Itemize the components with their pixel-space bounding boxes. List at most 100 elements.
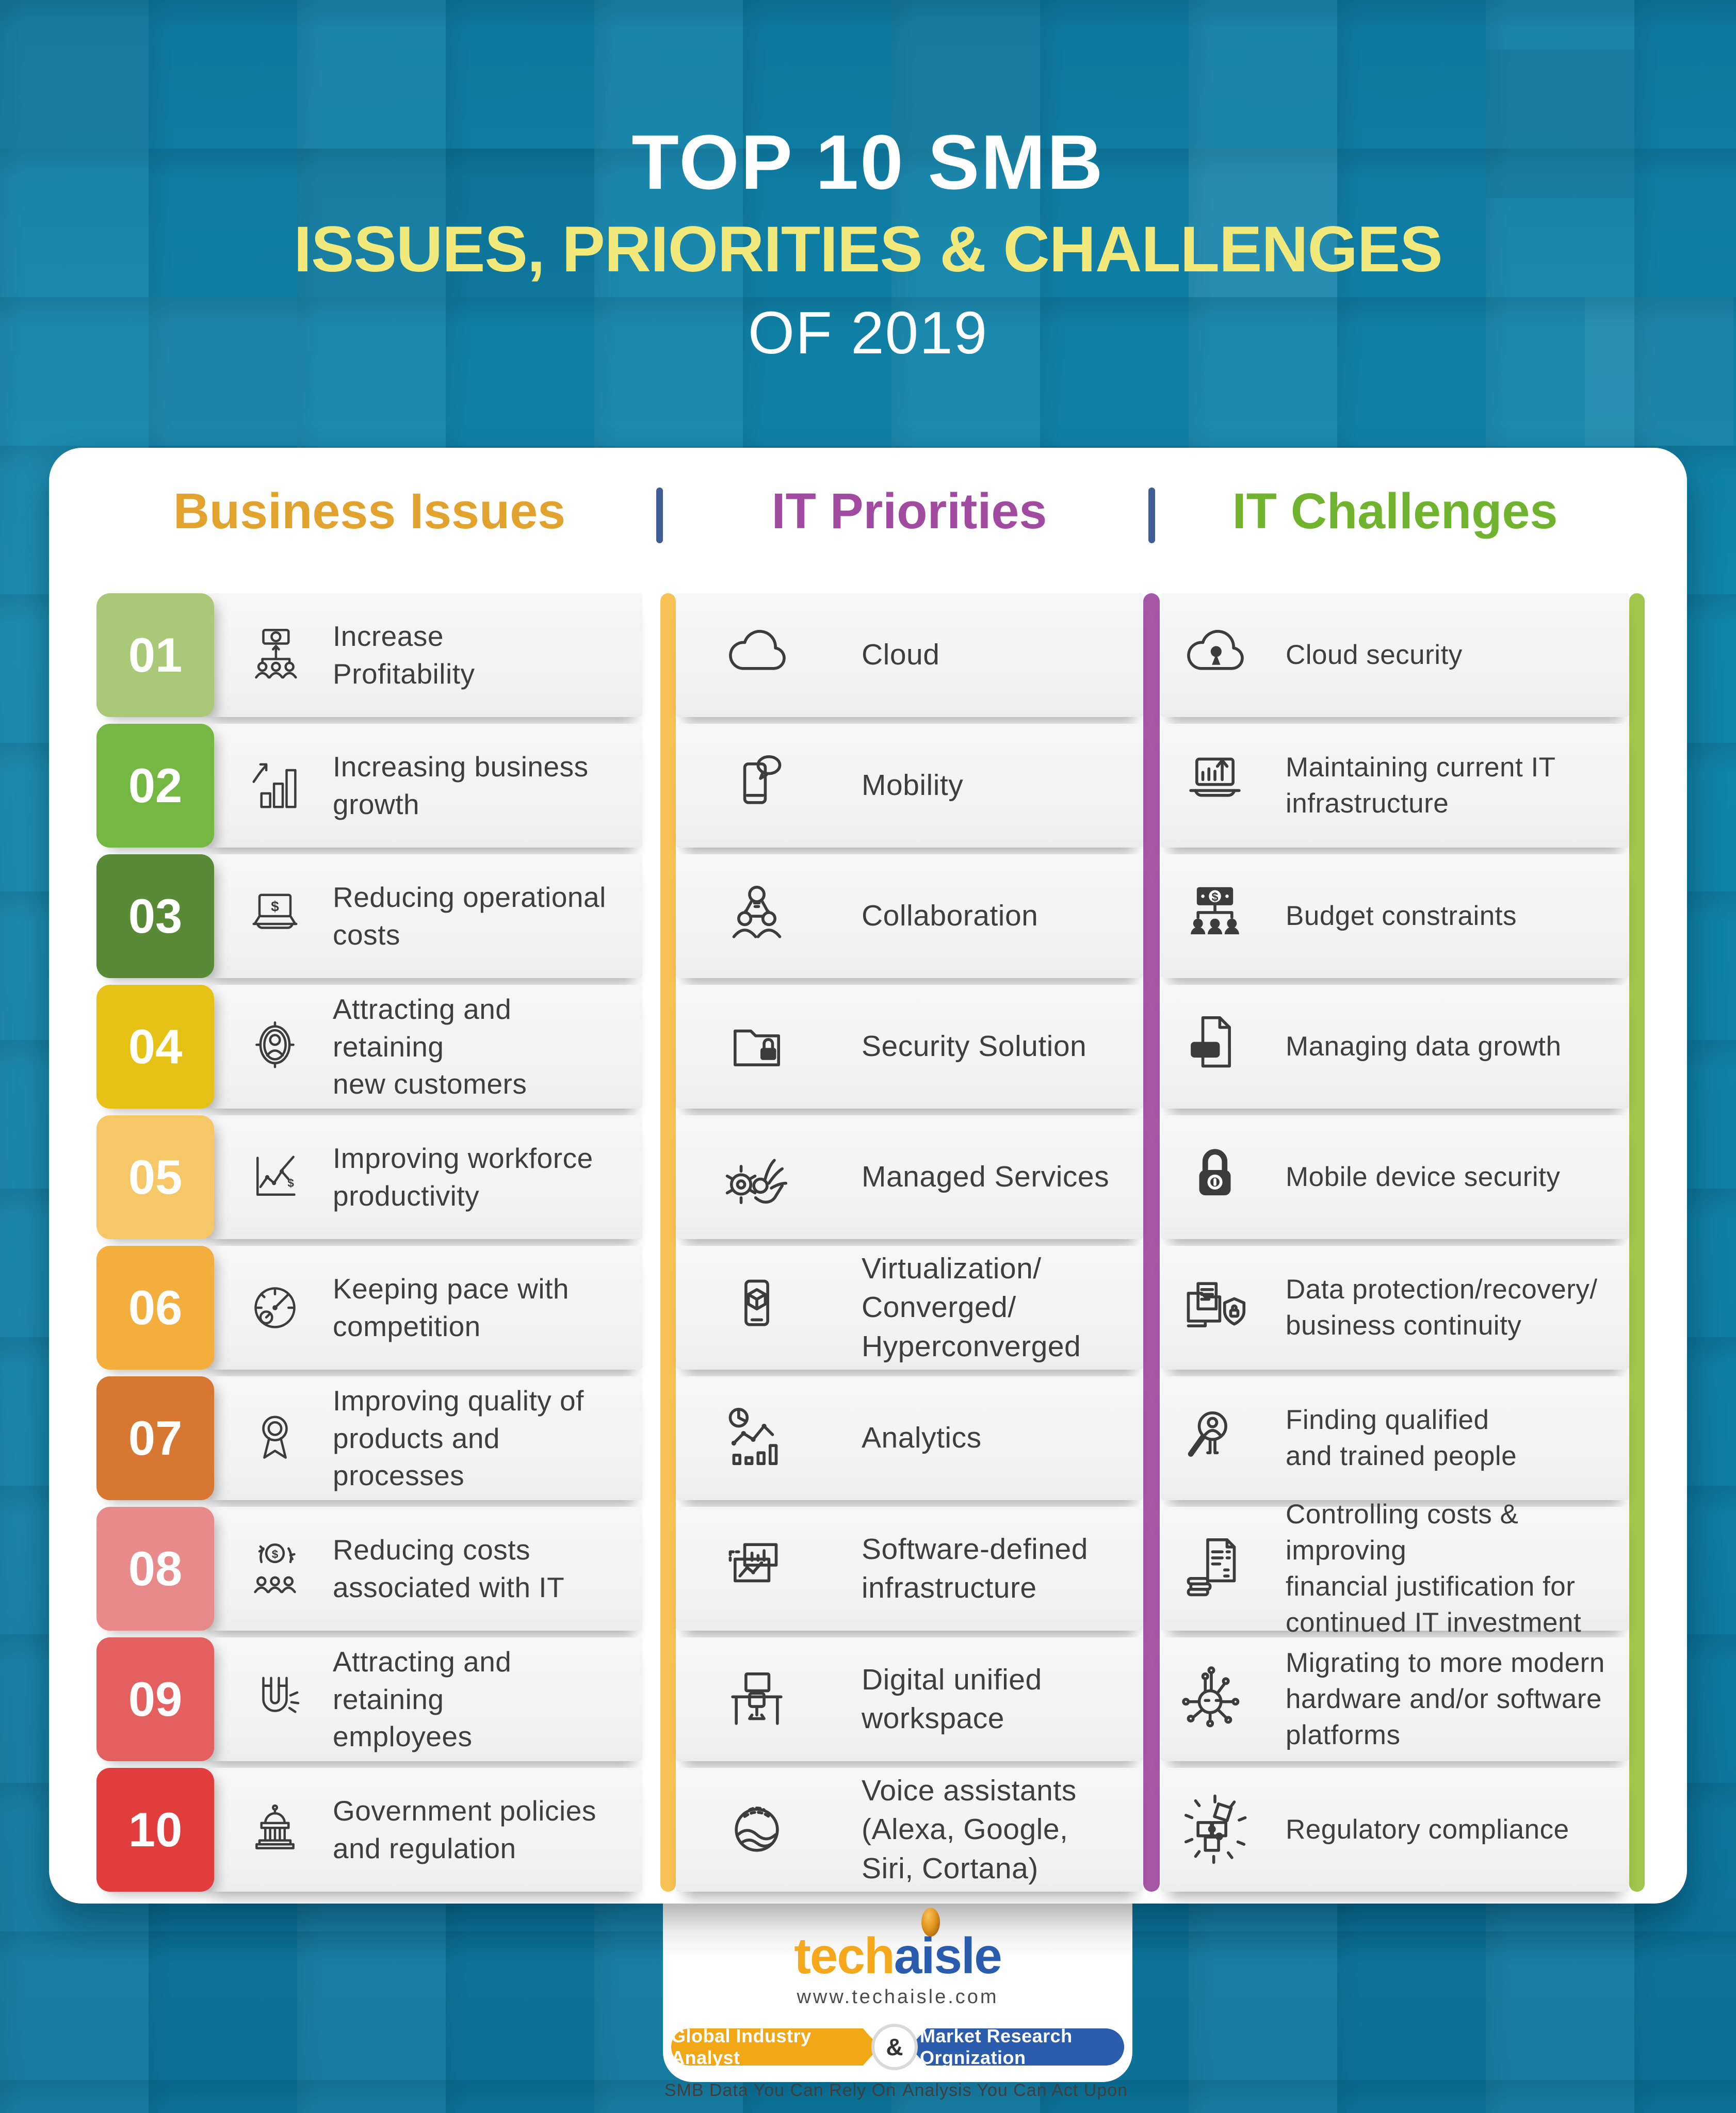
header-it-challenges: IT Challenges — [1232, 483, 1558, 539]
issue-row: 03 $ Reducing operational costs — [96, 854, 642, 978]
bg-tile — [297, 149, 446, 297]
issue-label: Improving workforce productivity — [333, 1142, 593, 1212]
government-building-icon — [244, 1799, 306, 1861]
rank-badge: 02 — [96, 724, 214, 848]
priority-row: Managed Services — [676, 1115, 1143, 1239]
page-subtitle: ISSUES, PRIORITIES & CHALLENGES — [294, 214, 1442, 285]
speedometer-icon — [244, 1277, 306, 1339]
issue-label: Increasing business growth — [333, 751, 589, 820]
issue-label: Reducing operational costs — [333, 881, 606, 951]
issue-label: Keeping pace with competition — [333, 1273, 569, 1342]
priority-row: Mobility — [676, 724, 1143, 848]
cloud-security-icon — [1176, 616, 1254, 694]
priority-row: Collaboration — [676, 854, 1143, 978]
issue-label: Increase Profitability — [333, 620, 475, 690]
rank-badge: 08 — [96, 1507, 214, 1631]
secure-folder-icon — [718, 1008, 796, 1085]
priority-label: Cloud — [862, 638, 940, 672]
priority-label: Analytics — [862, 1421, 982, 1455]
magnet-icon — [244, 1668, 306, 1730]
footer-badges: Global Industry Analyst & Market Researc… — [671, 2024, 1124, 2070]
priority-row: Voice assistants (Alexa, Google, Siri, C… — [676, 1768, 1143, 1892]
issue-row: 09 Attracting and retaining employees — [96, 1637, 642, 1761]
rank-badge: 07 — [96, 1376, 214, 1500]
rank-badge: 06 — [96, 1246, 214, 1370]
footer-tab: techaisle www.techaisle.com Global Indus… — [663, 1904, 1132, 2100]
challenge-row: Cloud security — [1161, 593, 1629, 717]
priority-label: Security Solution — [862, 1030, 1087, 1063]
priority-label: Managed Services — [862, 1160, 1110, 1194]
bg-tile — [446, 149, 594, 297]
priority-row: Digital unified workspace — [676, 1637, 1143, 1761]
issue-row: 07 Improving quality of products and pro… — [96, 1376, 642, 1500]
rank-badge: 03 — [96, 854, 214, 978]
priority-label: Digital unified workspace — [862, 1663, 1042, 1735]
global-industry-analyst-badge: Global Industry Analyst — [671, 2028, 880, 2066]
issue-label: Attracting and retaining new customers — [333, 993, 527, 1100]
award-ribbon-icon — [244, 1407, 306, 1469]
page-title: TOP 10 SMB — [631, 119, 1105, 205]
business-issues-column: 01 Increase Profitability 02 Increasing … — [96, 593, 642, 1898]
rank-badge: 09 — [96, 1637, 214, 1761]
ampersand-badge: & — [871, 2024, 918, 2070]
challenge-label: Controlling costs & improving financial … — [1286, 1499, 1582, 1638]
issue-row: 02 Increasing business growth — [96, 724, 642, 848]
header-divider — [1148, 487, 1155, 543]
techaisle-logo: techaisle — [794, 1908, 1002, 1984]
data-protection-icon — [1176, 1269, 1254, 1346]
challenge-row: Data protection/recovery/ business conti… — [1161, 1246, 1629, 1370]
header-divider — [656, 487, 663, 543]
rank-badge: 10 — [96, 1768, 214, 1892]
it-challenges-column: Cloud security Maintaining current IT in… — [1161, 593, 1629, 1898]
cost-control-icon — [1176, 1530, 1254, 1607]
challenge-label: Budget constraints — [1286, 901, 1517, 932]
cloud-icon — [718, 616, 796, 694]
challenge-row: APP Managing data growth — [1161, 985, 1629, 1109]
bg-tile — [0, 0, 149, 149]
priority-row: Virtualization/ Converged/ Hyperconverge… — [676, 1246, 1143, 1370]
bg-tile — [1486, 50, 1634, 198]
customer-target-icon — [244, 1016, 306, 1078]
logo-aisle: aisle — [894, 1927, 1002, 1984]
managed-services-icon — [718, 1139, 796, 1216]
priority-label: Virtualization/ Converged/ Hyperconverge… — [862, 1252, 1081, 1363]
challenge-label: Data protection/recovery/ business conti… — [1286, 1274, 1598, 1341]
regulatory-puzzle-icon — [1176, 1791, 1254, 1868]
challenge-row: Maintaining current IT infrastructure — [1161, 724, 1629, 848]
issue-row: 05 $ Improving workforce productivity — [96, 1115, 642, 1239]
software-defined-icon — [718, 1530, 796, 1607]
challenge-label: Managing data growth — [1286, 1031, 1562, 1062]
challenge-label: Regulatory compliance — [1286, 1814, 1569, 1845]
rank-badge: 05 — [96, 1115, 214, 1239]
mobile-security-lock-icon — [1176, 1139, 1254, 1216]
svg-text:$: $ — [287, 1177, 294, 1190]
it-cost-cycle-icon: $ — [244, 1538, 306, 1600]
challenge-row: Regulatory compliance — [1161, 1768, 1629, 1892]
bg-tile — [1585, 297, 1733, 446]
growth-chart-icon — [244, 755, 306, 817]
find-people-icon — [1176, 1400, 1254, 1477]
logo-dot-icon — [921, 1908, 940, 1937]
website-url: www.techaisle.com — [797, 1986, 999, 2008]
svg-text:$: $ — [271, 899, 279, 915]
header-it-priorities: IT Priorities — [771, 483, 1047, 539]
priority-label: Voice assistants (Alexa, Google, Siri, C… — [862, 1774, 1077, 1885]
issue-row: 01 Increase Profitability — [96, 593, 642, 717]
tagline-right: Analysis You Can Act Upon — [902, 2081, 1128, 2100]
challenge-label: Mobile device security — [1286, 1162, 1561, 1193]
priority-label: Software-defined infrastructure — [862, 1532, 1088, 1604]
issue-label: Reducing costs associated with IT — [333, 1534, 565, 1603]
challenges-left-stripe — [1143, 593, 1160, 1892]
issue-label: Government policies and regulation — [333, 1795, 596, 1864]
digital-workspace-icon — [718, 1661, 796, 1738]
bg-tile — [1189, 149, 1337, 297]
tagline-left: SMB Data You Can Rely On — [664, 2081, 897, 2100]
analytics-icon — [718, 1400, 796, 1477]
challenge-label: Cloud security — [1286, 640, 1463, 671]
rank-badge: 04 — [96, 985, 214, 1109]
page-year: OF 2019 — [748, 299, 988, 366]
priority-label: Collaboration — [862, 899, 1039, 933]
voice-assistant-icon — [718, 1791, 796, 1868]
priority-row: Security Solution — [676, 985, 1143, 1109]
